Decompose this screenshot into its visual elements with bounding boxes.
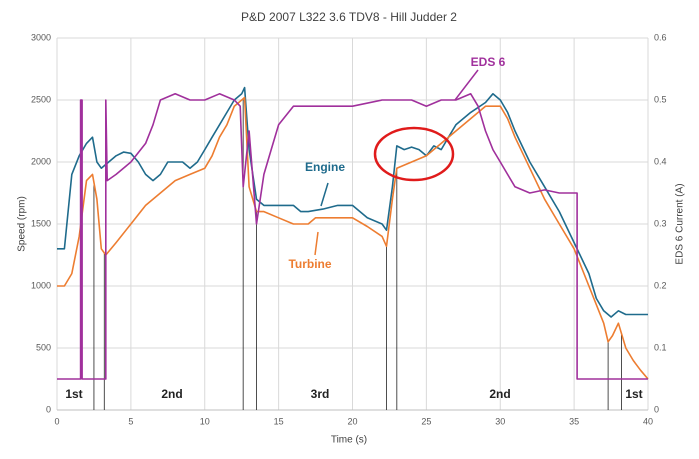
series-label: EDS 6 (471, 55, 506, 69)
x-tick-label: 5 (128, 416, 133, 426)
marks (57, 86, 649, 410)
y2-tick-label: 0.3 (654, 218, 667, 228)
y2-tick-label: 0.5 (654, 94, 667, 104)
eds-arrow (454, 69, 479, 101)
x-tick-label: 15 (274, 416, 284, 426)
chart-title: P&D 2007 L322 3.6 TDV8 - Hill Judder 2 (241, 10, 457, 24)
y-tick-label: 3000 (31, 32, 51, 42)
gear-label: 1st (625, 387, 642, 401)
y2-axis-label: EDS 6 Current (A) (675, 183, 686, 264)
x-tick-label: 25 (421, 416, 431, 426)
x-tick-label: 30 (495, 416, 505, 426)
series-label: Engine (305, 160, 345, 174)
x-tick-label: 40 (643, 416, 653, 426)
y2-tick-label: 0.4 (654, 156, 667, 166)
y-tick-label: 2500 (31, 94, 51, 104)
gear-label: 2nd (489, 387, 510, 401)
series-line (57, 86, 648, 318)
series-line (57, 93, 648, 380)
x-tick-label: 20 (347, 416, 357, 426)
engine-arrow (320, 182, 329, 207)
gear-label: 3rd (311, 387, 330, 401)
series-line (57, 96, 649, 380)
gear-label: 1st (65, 387, 82, 401)
y2-tick-label: 0.2 (654, 280, 667, 290)
y-tick-label: 2000 (31, 156, 51, 166)
y-tick-label: 1500 (31, 218, 51, 228)
series-label: Turbine (288, 257, 331, 271)
x-tick-label: 10 (200, 416, 210, 426)
turbine-arrow (314, 231, 319, 256)
gear-label: 2nd (161, 387, 182, 401)
y2-tick-label: 0.6 (654, 32, 667, 42)
x-tick-label: 35 (569, 416, 579, 426)
grid (56, 37, 649, 411)
y-tick-label: 500 (36, 342, 51, 352)
x-axis-label: Time (s) (331, 435, 367, 446)
y2-tick-label: 0.1 (654, 342, 667, 352)
highlight-ellipse (373, 126, 455, 182)
y-tick-label: 1000 (31, 280, 51, 290)
y2-tick-label: 0 (654, 404, 659, 414)
y-axis-label: Speed (rpm) (17, 196, 28, 252)
x-tick-label: 0 (54, 416, 59, 426)
y-tick-label: 0 (46, 404, 51, 414)
